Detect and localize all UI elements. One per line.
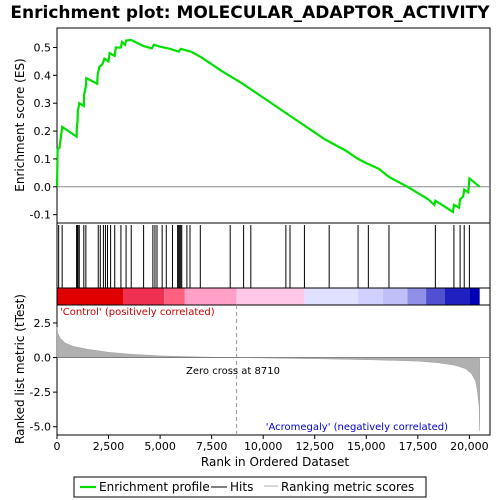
heat-band <box>469 288 480 305</box>
hit-marks <box>58 225 470 288</box>
es-panel <box>56 27 491 224</box>
es-tick-label: 0.1 <box>34 153 52 166</box>
zero-cross-label: Zero cross at 8710 <box>186 366 280 377</box>
es-tick-label: 0.2 <box>34 125 52 138</box>
es-tick-label: 0.3 <box>34 97 52 110</box>
x-tick-label: 0 <box>54 440 61 453</box>
heat-band <box>57 288 123 305</box>
es-tick-label: 0.4 <box>34 69 52 82</box>
x-tick-label: 17,500 <box>399 440 438 453</box>
legend-hits-label: Hits <box>230 480 253 494</box>
x-tick-label: 2,500 <box>93 440 125 453</box>
x-tick-label: 7,500 <box>196 440 228 453</box>
metric-tick-label: 2.5 <box>34 317 52 330</box>
chart-title: Enrichment plot: MOLECULAR_ADAPTOR_ACTIV… <box>10 3 490 23</box>
x-tick-label: 12,500 <box>295 440 334 453</box>
heat-band <box>304 288 359 305</box>
legend-enrichment-label: Enrichment profile <box>99 480 210 494</box>
heat-band <box>444 288 470 305</box>
ranking-metric-area <box>56 327 480 431</box>
metric-tick-label: -2.5 <box>30 386 51 399</box>
metric-axis-ticks: -5.0 -2.5 0.0 2.5 <box>30 317 57 434</box>
x-tick-label: 10,000 <box>244 440 283 453</box>
x-axis-ticks: 0 2,500 5,000 7,500 10,000 12,500 15,000 17,500… <box>54 435 489 453</box>
es-tick-label: 0.0 <box>34 181 52 194</box>
x-axis-label: Rank in Ordered Dataset <box>201 455 349 469</box>
x-tick-label: 5,000 <box>144 440 176 453</box>
es-tick-label: 0.5 <box>34 42 52 55</box>
metric-panel <box>56 304 491 436</box>
heat-band <box>407 288 427 305</box>
heat-band <box>184 288 237 305</box>
x-tick-label: 20,000 <box>450 440 489 453</box>
negative-correlation-label: 'Acromegaly' (negatively correlated) <box>266 422 448 433</box>
metric-tick-label: 0.0 <box>34 352 52 365</box>
es-tick-label: -0.1 <box>30 209 51 222</box>
heat-band <box>122 288 165 305</box>
metric-axis-label: Ranked list metric (tTest) <box>13 294 27 444</box>
enrichment-profile-line <box>55 38 481 214</box>
legend-box <box>73 476 427 498</box>
heat-band <box>236 288 305 305</box>
heat-band <box>382 288 408 305</box>
metric-tick-label: -5.0 <box>30 421 51 434</box>
es-axis-ticks: -0.1 0.0 0.1 0.2 0.3 0.4 0.5 <box>30 42 57 222</box>
heat-band <box>426 288 445 305</box>
ranking-heat-bar <box>57 288 480 305</box>
es-axis-label: Enrichment score (ES) <box>13 58 27 191</box>
positive-correlation-label: 'Control' (positively correlated) <box>60 307 215 318</box>
hits-panel <box>56 222 491 289</box>
x-tick-label: 15,000 <box>347 440 386 453</box>
legend-metric-label: Ranking metric scores <box>281 480 414 494</box>
heat-band <box>358 288 383 305</box>
heat-band <box>164 288 185 305</box>
